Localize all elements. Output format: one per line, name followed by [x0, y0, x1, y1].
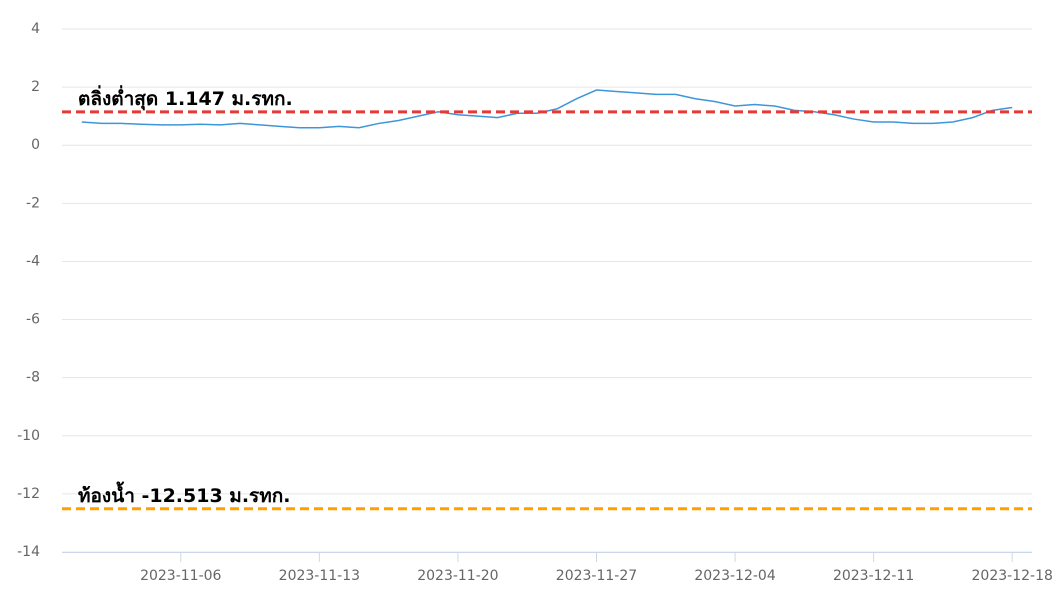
- x-tick-label: 2023-12-04: [694, 568, 775, 584]
- y-tick-label: -2: [26, 195, 40, 211]
- x-tick-label: 2023-11-06: [140, 568, 221, 584]
- x-tick-label: 2023-11-20: [417, 568, 498, 584]
- x-tick-label: 2023-12-11: [833, 568, 914, 584]
- reference-label: ท้องน้ำ -12.513 ม.รทก.: [78, 481, 291, 507]
- y-tick-label: -6: [26, 312, 40, 328]
- y-tick-label: -10: [17, 428, 40, 444]
- y-tick-label: 0: [31, 137, 40, 153]
- y-tick-label: -4: [26, 253, 40, 269]
- y-tick-label: -14: [17, 544, 40, 560]
- x-tick-label: 2023-11-13: [279, 568, 360, 584]
- x-tick-label: 2023-11-27: [556, 568, 637, 584]
- y-tick-label: -8: [26, 370, 40, 386]
- x-tick-label: 2023-12-18: [972, 568, 1052, 584]
- y-tick-label: 2: [31, 79, 40, 95]
- y-tick-label: -12: [17, 486, 40, 502]
- reference-label: ตลิ่งต่ำสุด 1.147 ม.รทก.: [78, 85, 293, 111]
- y-tick-label: 4: [31, 21, 40, 37]
